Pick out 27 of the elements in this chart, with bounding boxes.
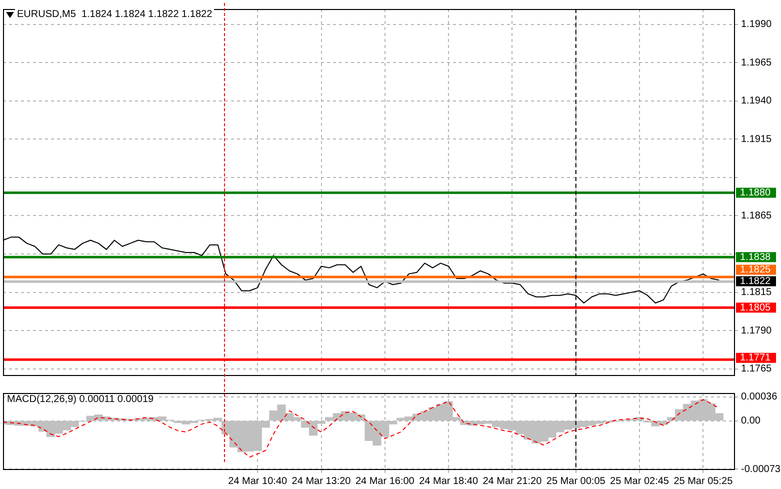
y-tick-label: 1.1815	[741, 287, 772, 298]
y-tick-label: 0.00	[741, 416, 761, 427]
x-tick-label: 24 Mar 13:20	[292, 476, 352, 487]
y-tick-label: -0.00073	[741, 464, 781, 475]
x-tick-label: 24 Mar 10:40	[228, 476, 288, 487]
y-tick-label: 0.00036	[741, 392, 778, 403]
y-tick-label: 1.1940	[741, 96, 772, 107]
y-tick-label: 1.1865	[741, 210, 772, 222]
y-tick-label: 1.1765	[741, 364, 772, 375]
ref-line-label: 1.1771	[740, 352, 772, 364]
ref-line-label: 1.1838	[740, 252, 772, 263]
chart-title: EURUSD,M5 1.1824 1.1824 1.1822 1.1822	[15, 9, 214, 21]
y-tick-label: 1.1790	[741, 325, 772, 336]
x-tick-label: 25 Mar 00:05	[546, 476, 606, 487]
ref-line-label: 1.1880	[740, 188, 772, 199]
x-tick-label: 24 Mar 18:40	[419, 476, 478, 487]
chart-title: MACD(12,26,9) 0.00011 0.00019	[5, 394, 156, 406]
y-tick-label: 1.1990	[741, 19, 772, 30]
x-tick-label: 25 Mar 05:25	[674, 476, 734, 487]
x-tick-label: 25 Mar 02:45	[610, 476, 670, 487]
x-tick-label: 24 Mar 16:00	[355, 476, 415, 487]
y-tick-label: 1.1915	[741, 134, 772, 145]
y-tick-label: 1.1965	[741, 57, 772, 68]
x-tick-label: 24 Mar 21:20	[482, 476, 542, 487]
ref-line-label: 1.1805	[740, 302, 772, 314]
ref-line-label: 1.1822	[740, 276, 772, 288]
ref-line-label: 1.1825	[740, 264, 772, 276]
